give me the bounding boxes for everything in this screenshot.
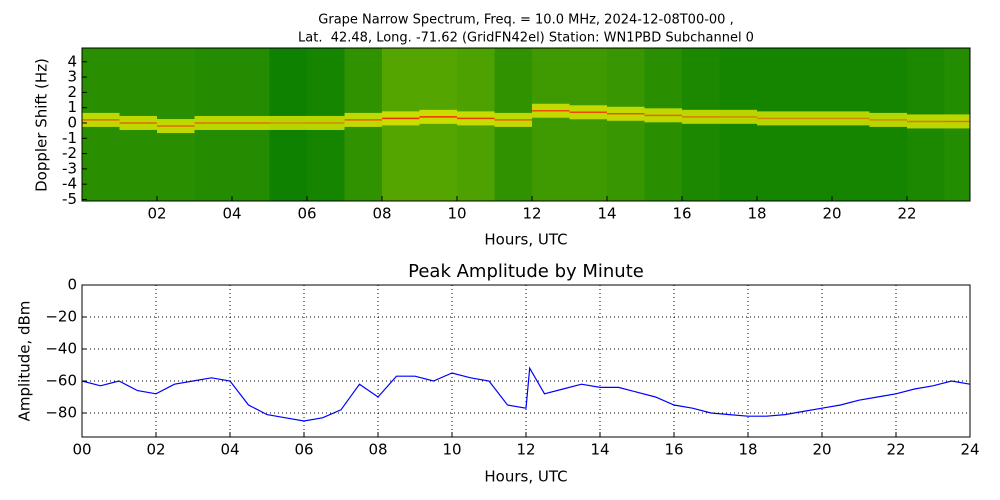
y-tick-label: -4 (62, 175, 77, 193)
y-tick-label: −40 (45, 340, 77, 358)
y-tick-label: 4 (67, 52, 77, 70)
y-tick-label: -5 (62, 190, 77, 208)
chart-title: Grape Narrow Spectrum, Freq. = 10.0 MHz,… (318, 13, 733, 28)
spectrum-column (419, 48, 457, 201)
spectrum-column (682, 48, 720, 201)
plot-frame (81, 47, 971, 202)
x-tick-label: 12 (522, 205, 541, 223)
signal-band (719, 109, 757, 124)
x-tick-label: 10 (442, 441, 461, 459)
x-tick-label: 00 (72, 441, 91, 459)
x-tick-label: 14 (597, 205, 616, 223)
x-tick-label: 02 (146, 441, 165, 459)
x-tick-label: 22 (897, 205, 916, 223)
y-tick-label: −60 (45, 372, 77, 390)
x-axis-label: Hours, UTC (484, 231, 567, 249)
x-tick-label: 18 (747, 205, 766, 223)
x-tick-label: 08 (368, 441, 387, 459)
x-tick-label: 16 (672, 205, 691, 223)
x-tick-label: 04 (220, 441, 239, 459)
signal-band (269, 115, 307, 130)
chart-title: Peak Amplitude by Minute (408, 261, 644, 282)
x-tick-label: 14 (590, 441, 609, 459)
signal-band (194, 115, 232, 130)
y-tick-label: -1 (62, 129, 77, 147)
x-tick-label: 10 (447, 205, 466, 223)
y-tick-label: -2 (62, 144, 77, 162)
x-tick-label: 24 (960, 441, 979, 459)
x-tick-label: 12 (516, 441, 535, 459)
signal-band (757, 111, 795, 126)
spectrum-column (719, 48, 757, 201)
x-tick-label: 08 (372, 205, 391, 223)
signal-band (682, 109, 720, 124)
spectrum-column (569, 48, 607, 201)
x-tick-label: 02 (147, 205, 166, 223)
spectrum-column (644, 48, 682, 201)
chart-subtitle: Lat. 42.48, Long. -71.62 (GridFN42el) St… (298, 31, 754, 46)
x-tick-label: 22 (886, 441, 905, 459)
x-tick-label: 06 (297, 205, 316, 223)
spectrum-column (532, 48, 570, 201)
y-axis-label: Doppler Shift (Hz) (33, 58, 51, 192)
y-tick-label: 1 (67, 98, 77, 116)
signal-band (232, 115, 270, 130)
data-line (81, 366, 971, 422)
y-tick-label: 0 (67, 276, 77, 294)
y-tick-label: 3 (67, 68, 77, 86)
plot-frame (81, 284, 971, 438)
x-axis-label: Hours, UTC (484, 468, 567, 486)
x-tick-label: 16 (664, 441, 683, 459)
x-tick-label: 18 (738, 441, 757, 459)
signal-band (794, 111, 832, 126)
x-tick-label: 20 (822, 205, 841, 223)
y-tick-label: -3 (62, 159, 77, 177)
signal-band (832, 111, 870, 126)
x-tick-label: 20 (812, 441, 831, 459)
spectrum-column (607, 48, 645, 201)
signal-band (907, 114, 945, 129)
x-tick-label: 04 (222, 205, 241, 223)
y-tick-label: −20 (45, 308, 77, 326)
y-tick-label: 2 (67, 83, 77, 101)
y-tick-label: 0 (67, 113, 77, 131)
y-axis-label: Amplitude, dBm (16, 301, 34, 422)
signal-band (944, 114, 970, 129)
y-tick-label: −80 (45, 404, 77, 422)
signal-band (307, 115, 345, 130)
signal-band (869, 112, 907, 127)
x-tick-label: 06 (294, 441, 313, 459)
